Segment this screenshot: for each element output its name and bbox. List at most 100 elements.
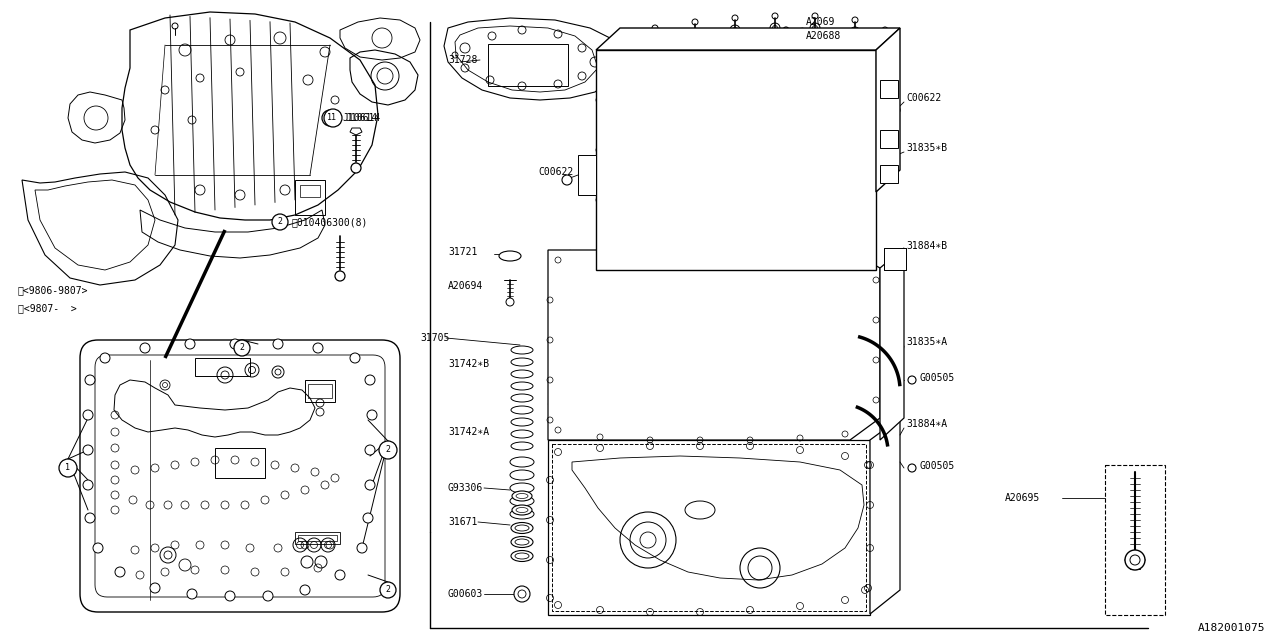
Text: 2: 2 — [385, 445, 390, 454]
Text: A2069: A2069 — [806, 17, 836, 27]
Ellipse shape — [511, 394, 532, 402]
Text: 31705: 31705 — [420, 333, 449, 343]
Polygon shape — [548, 250, 881, 440]
Bar — [596, 50, 876, 270]
Polygon shape — [596, 28, 900, 50]
Text: 1: 1 — [328, 113, 333, 122]
Circle shape — [84, 375, 95, 385]
FancyBboxPatch shape — [79, 340, 399, 612]
Circle shape — [100, 353, 110, 363]
Circle shape — [783, 27, 788, 33]
Circle shape — [335, 570, 346, 580]
Ellipse shape — [511, 418, 532, 426]
Bar — [746, 168, 801, 196]
Text: 31728: 31728 — [448, 55, 477, 65]
Ellipse shape — [511, 406, 532, 414]
Circle shape — [323, 110, 338, 126]
Ellipse shape — [511, 522, 532, 534]
Text: J10614: J10614 — [342, 113, 378, 123]
Bar — [881, 130, 899, 148]
Polygon shape — [349, 128, 362, 135]
Circle shape — [314, 343, 323, 353]
Text: 1: 1 — [65, 463, 70, 472]
Text: C00622: C00622 — [906, 93, 941, 103]
Text: A20694: A20694 — [448, 281, 484, 291]
Circle shape — [365, 445, 375, 455]
Ellipse shape — [516, 508, 529, 513]
Bar — [810, 168, 865, 196]
Text: A20695: A20695 — [1005, 493, 1041, 503]
Circle shape — [262, 591, 273, 601]
Text: G93306: G93306 — [448, 483, 484, 493]
Ellipse shape — [516, 493, 529, 499]
Ellipse shape — [511, 550, 532, 561]
Circle shape — [365, 375, 375, 385]
Circle shape — [908, 464, 916, 472]
Circle shape — [273, 214, 288, 230]
Circle shape — [379, 441, 397, 459]
Bar — [884, 248, 906, 270]
Ellipse shape — [509, 509, 534, 519]
Bar — [215, 448, 265, 478]
Bar — [552, 444, 867, 611]
Circle shape — [562, 175, 572, 185]
Bar — [300, 185, 320, 197]
Circle shape — [83, 480, 93, 490]
Circle shape — [84, 513, 95, 523]
Circle shape — [506, 298, 515, 306]
Bar — [294, 180, 325, 215]
Circle shape — [140, 343, 150, 353]
Bar — [618, 168, 673, 196]
Text: 2: 2 — [278, 218, 283, 227]
Ellipse shape — [499, 251, 521, 261]
Text: Ⓑ010406300(8): Ⓑ010406300(8) — [291, 217, 367, 227]
Ellipse shape — [509, 483, 534, 493]
Ellipse shape — [511, 430, 532, 438]
Circle shape — [908, 376, 916, 384]
Text: G00505: G00505 — [920, 373, 955, 383]
Circle shape — [186, 339, 195, 349]
Text: 31884∗A: 31884∗A — [906, 419, 947, 429]
Text: C00622: C00622 — [538, 167, 573, 177]
Circle shape — [1125, 550, 1146, 570]
Text: 31884∗B: 31884∗B — [906, 241, 947, 251]
Ellipse shape — [512, 491, 532, 501]
Bar — [884, 248, 906, 270]
Text: 2: 2 — [239, 344, 244, 353]
Text: 31671: 31671 — [448, 517, 477, 527]
Bar — [294, 532, 340, 544]
Ellipse shape — [511, 442, 532, 450]
Circle shape — [300, 585, 310, 595]
Circle shape — [335, 271, 346, 281]
Ellipse shape — [515, 525, 529, 531]
Circle shape — [83, 410, 93, 420]
Circle shape — [364, 513, 372, 523]
Ellipse shape — [509, 496, 534, 506]
Ellipse shape — [509, 457, 534, 467]
Circle shape — [83, 445, 93, 455]
Ellipse shape — [515, 539, 529, 545]
Text: ①<9807-  >: ①<9807- > — [18, 303, 77, 313]
Ellipse shape — [511, 346, 532, 354]
Circle shape — [380, 582, 396, 598]
Circle shape — [515, 586, 530, 602]
Text: 31742∗B: 31742∗B — [448, 359, 489, 369]
Bar — [682, 168, 737, 196]
Circle shape — [351, 163, 361, 173]
Bar — [488, 44, 568, 86]
Circle shape — [324, 109, 342, 127]
Circle shape — [273, 339, 283, 349]
Text: 31721: 31721 — [448, 247, 477, 257]
Text: 31835∗A: 31835∗A — [906, 337, 947, 347]
Circle shape — [349, 353, 360, 363]
Circle shape — [357, 543, 367, 553]
Ellipse shape — [515, 553, 529, 559]
Text: 31835∗B: 31835∗B — [906, 143, 947, 153]
Bar — [548, 440, 870, 615]
Polygon shape — [876, 28, 900, 192]
Ellipse shape — [511, 536, 532, 547]
Circle shape — [234, 340, 250, 356]
Ellipse shape — [511, 358, 532, 366]
Ellipse shape — [512, 505, 532, 515]
Ellipse shape — [509, 470, 534, 480]
